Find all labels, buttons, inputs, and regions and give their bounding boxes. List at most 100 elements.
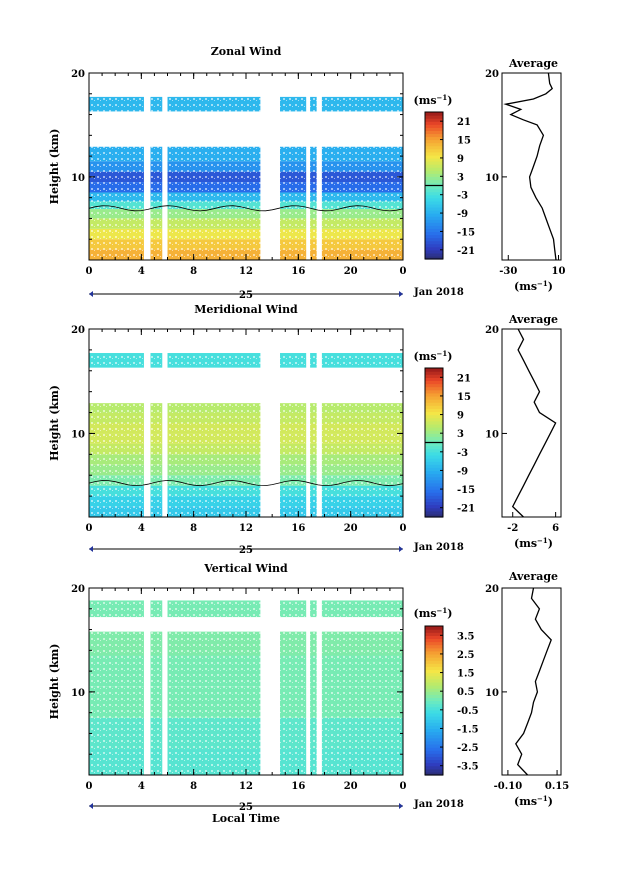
colorbar-segment (425, 112, 443, 116)
colorbar-segment (425, 130, 443, 135)
y-tick-label: 10 (71, 429, 85, 440)
colorbar-segment (425, 402, 443, 406)
colorbar-segment (425, 712, 443, 717)
colorbar-tick-label: -15 (457, 485, 475, 496)
colorbar-segment (425, 374, 443, 378)
colorbar-segment (425, 136, 443, 141)
average-line (515, 587, 552, 776)
colorbar-tick-label: 15 (457, 392, 471, 403)
average-frame (501, 587, 562, 776)
date-label: Jan 2018 (413, 542, 464, 553)
colorbar-segment (425, 731, 443, 736)
colorbar-segment (425, 380, 443, 385)
colorbar-segment (425, 203, 443, 208)
colorbar-segment (425, 501, 443, 506)
colorbar-segment (425, 237, 443, 242)
colorbar-unit-label: (ms−1) (413, 606, 452, 620)
colorbar-segment (425, 445, 443, 450)
panel-title: Zonal Wind (211, 45, 282, 58)
colorbar-segment (425, 234, 443, 239)
colorbar-segment (425, 442, 443, 447)
colorbar-segment (425, 513, 443, 518)
colorbar-segment (425, 161, 443, 165)
colorbar-segment (425, 210, 443, 214)
colorbar-segment (425, 750, 443, 754)
average-y-tick-label: 20 (485, 325, 499, 336)
data-gap (143, 329, 151, 517)
x-tick-label: 4 (138, 266, 145, 277)
colorbar-segment (425, 725, 443, 730)
average-profile-panel: Average 20 10 -0.10 0.15 (485, 570, 569, 792)
colorbar-tick-label: -15 (457, 227, 475, 238)
data-gap (306, 588, 311, 775)
average-y-tick-label: 10 (485, 429, 499, 440)
colorbar-segment (425, 246, 443, 251)
colorbar-segment (425, 154, 443, 159)
colorbar-segment (425, 473, 443, 478)
colorbar-segment (425, 228, 443, 233)
panel-1: Zonal Wind 0 4 8 12 16 20 0 20 10 Height (km) 25 Jan… (48, 45, 565, 301)
average-x-tick-label: -2 (507, 523, 518, 534)
date-axis-arrow-right (399, 803, 403, 809)
panel-title: Meridional Wind (194, 303, 298, 316)
average-frame (501, 328, 562, 518)
colorbar-segment (425, 697, 443, 702)
colorbar-segment (425, 377, 443, 382)
x-tick-label: 0 (400, 266, 407, 277)
colorbar-segment (425, 240, 443, 245)
colorbar-segment (425, 179, 443, 184)
panel-2: Meridional Wind 0 4 8 12 16 20 0 20 10 Height (km)… (48, 303, 562, 556)
y-tick-label: 10 (71, 688, 85, 699)
colorbar-segment (425, 694, 443, 698)
data-gap (260, 588, 281, 775)
colorbar-segment (425, 765, 443, 770)
colorbar-segment (425, 219, 443, 223)
colorbar-segment (425, 638, 443, 643)
colorbar-segment (425, 454, 443, 459)
data-gap (306, 329, 311, 517)
colorbar-segment (425, 176, 443, 180)
colorbar-tick-label: 0.5 (457, 687, 474, 698)
data-gap (316, 588, 322, 775)
colorbar-segment (425, 255, 443, 260)
data-gap (162, 329, 168, 517)
colorbar-tick-label: 21 (457, 117, 471, 128)
colorbar-segment (425, 395, 443, 400)
colorbar-segment (425, 436, 443, 440)
average-title: Average (508, 313, 558, 326)
colorbar-segment (425, 191, 443, 196)
colorbar-segment (425, 118, 443, 122)
data-gap (162, 588, 168, 775)
average-x-axis-label: (ms−1) (514, 536, 553, 550)
colorbar-segment (425, 368, 443, 372)
missing-data-speckle (89, 592, 403, 775)
zero-contour (88, 205, 404, 212)
x-tick-label: 0 (400, 781, 407, 792)
colorbar-segment (425, 464, 443, 468)
colorbar-segment (425, 641, 443, 646)
colorbar-segment (425, 492, 443, 496)
colorbar-segment (425, 206, 443, 211)
date-marker: 25 (239, 290, 253, 301)
colorbar-segment (425, 657, 443, 661)
x-tick-label: 16 (291, 781, 305, 792)
colorbar-segment (425, 411, 443, 416)
colorbar-segment (425, 124, 443, 128)
date-axis-arrow-left (89, 803, 93, 809)
colorbar-segment (425, 489, 443, 493)
y-tick-label: 20 (71, 584, 85, 595)
average-y-tick-label: 10 (485, 688, 499, 699)
colorbar-segment (425, 392, 443, 397)
colorbar-segment (425, 728, 443, 733)
colorbar-segment (425, 706, 443, 711)
average-title: Average (508, 57, 558, 70)
colorbar-segment (425, 200, 443, 205)
colorbar-segment (425, 762, 443, 767)
zero-contour (88, 479, 404, 487)
colorbar-segment (425, 756, 443, 761)
average-frame (501, 72, 562, 261)
colorbar-segment (425, 743, 443, 748)
colorbar-unit-label: (ms−1) (413, 349, 452, 363)
average-profile-panel: Average 20 10 -2 6 (485, 313, 562, 534)
